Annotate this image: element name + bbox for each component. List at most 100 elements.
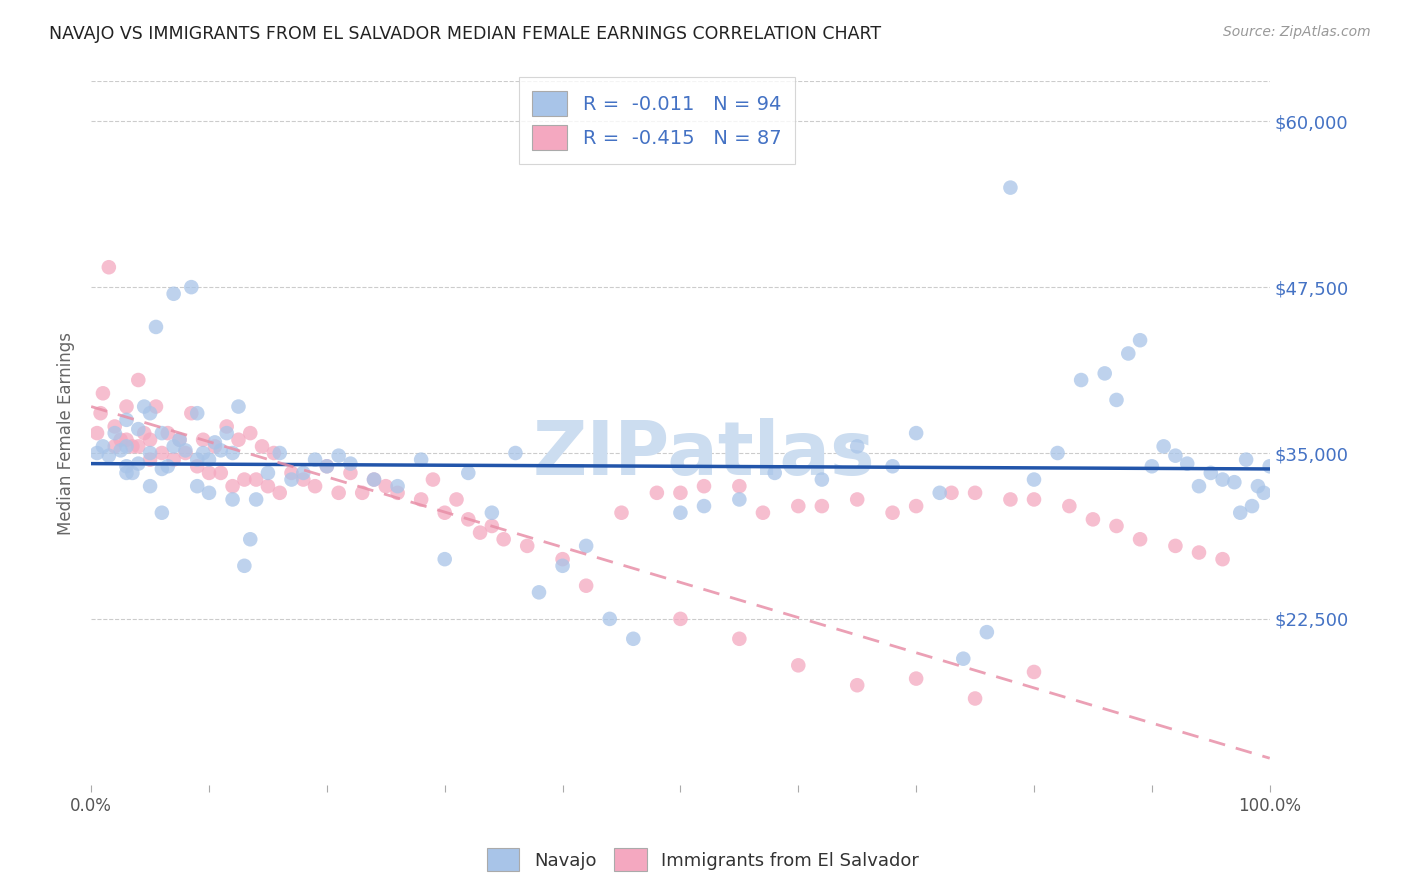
Point — [292, 466, 315, 480]
Point — [928, 485, 950, 500]
Point — [575, 539, 598, 553]
Point — [352, 485, 374, 500]
Point — [1153, 439, 1175, 453]
Point — [387, 485, 409, 500]
Point — [156, 426, 179, 441]
Point — [104, 419, 127, 434]
Point — [139, 479, 162, 493]
Point — [163, 439, 186, 453]
Point — [180, 280, 202, 294]
Point — [221, 446, 243, 460]
Point — [292, 473, 315, 487]
Point — [669, 506, 692, 520]
Point — [551, 552, 574, 566]
Point — [787, 658, 810, 673]
Point — [269, 446, 291, 460]
Point — [174, 443, 197, 458]
Point — [91, 386, 114, 401]
Point — [269, 485, 291, 500]
Point — [204, 439, 226, 453]
Point — [846, 492, 869, 507]
Point — [115, 433, 138, 447]
Point — [1000, 180, 1022, 194]
Point — [150, 506, 173, 520]
Point — [233, 558, 256, 573]
Point — [139, 406, 162, 420]
Point — [1234, 452, 1257, 467]
Point — [811, 499, 834, 513]
Point — [516, 539, 538, 553]
Point — [221, 479, 243, 493]
Point — [280, 473, 302, 487]
Point — [433, 506, 456, 520]
Point — [209, 466, 232, 480]
Point — [115, 466, 138, 480]
Point — [150, 462, 173, 476]
Point — [115, 413, 138, 427]
Point — [752, 506, 775, 520]
Point — [145, 320, 167, 334]
Point — [304, 479, 326, 493]
Text: ZIPatlas: ZIPatlas — [533, 417, 876, 491]
Point — [621, 632, 644, 646]
Point — [1129, 333, 1152, 347]
Point — [215, 426, 238, 441]
Point — [1140, 459, 1163, 474]
Point — [882, 506, 904, 520]
Point — [492, 533, 515, 547]
Point — [198, 466, 221, 480]
Point — [669, 485, 692, 500]
Point — [387, 479, 409, 493]
Point — [1022, 473, 1045, 487]
Point — [121, 466, 143, 480]
Point — [150, 426, 173, 441]
Point — [1229, 506, 1251, 520]
Point — [976, 625, 998, 640]
Point — [411, 452, 433, 467]
Point — [139, 452, 162, 467]
Point — [1164, 539, 1187, 553]
Point — [174, 446, 197, 460]
Point — [363, 473, 385, 487]
Point — [965, 485, 987, 500]
Point — [763, 466, 786, 480]
Point — [882, 459, 904, 474]
Point — [787, 499, 810, 513]
Point — [1223, 475, 1246, 490]
Point — [186, 459, 208, 474]
Point — [315, 459, 337, 474]
Point — [693, 479, 716, 493]
Point — [204, 435, 226, 450]
Point — [127, 439, 149, 453]
Point — [481, 506, 503, 520]
Point — [457, 512, 479, 526]
Point — [339, 466, 361, 480]
Point — [186, 452, 208, 467]
Point — [245, 492, 267, 507]
Point — [728, 492, 751, 507]
Point — [198, 452, 221, 467]
Point — [245, 473, 267, 487]
Point — [169, 433, 191, 447]
Point — [150, 446, 173, 460]
Point — [104, 439, 127, 453]
Point — [527, 585, 550, 599]
Point — [905, 672, 928, 686]
Legend: R =  -0.011   N = 94, R =  -0.415   N = 87: R = -0.011 N = 94, R = -0.415 N = 87 — [519, 77, 794, 164]
Point — [1000, 492, 1022, 507]
Point — [134, 400, 156, 414]
Point — [215, 419, 238, 434]
Point — [1105, 392, 1128, 407]
Point — [90, 406, 112, 420]
Point — [645, 485, 668, 500]
Point — [115, 400, 138, 414]
Point — [198, 485, 221, 500]
Point — [239, 426, 262, 441]
Point — [1164, 449, 1187, 463]
Point — [457, 466, 479, 480]
Point — [1258, 459, 1281, 474]
Point — [328, 485, 350, 500]
Point — [952, 651, 974, 665]
Y-axis label: Median Female Earnings: Median Female Earnings — [58, 332, 75, 534]
Point — [728, 632, 751, 646]
